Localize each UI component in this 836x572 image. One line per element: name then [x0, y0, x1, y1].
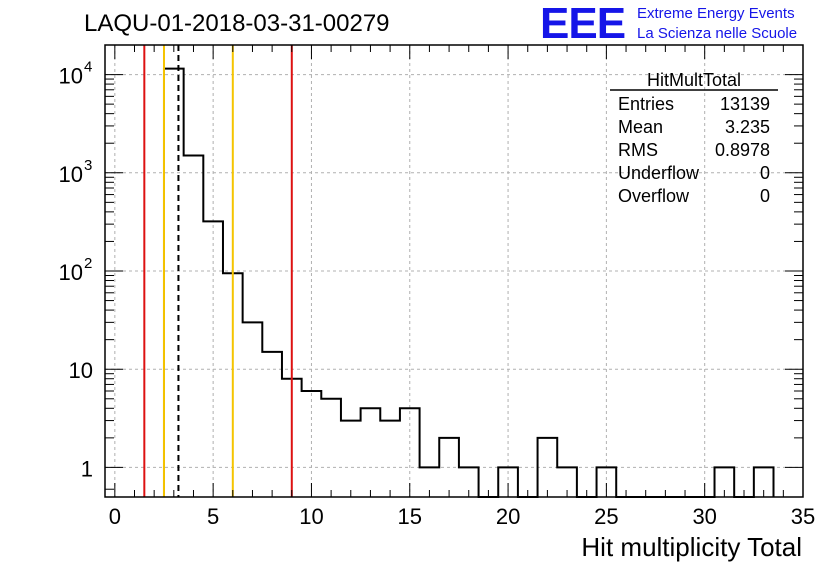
histogram-bin: [184, 155, 204, 497]
eee-logo-mark: EEE: [540, 0, 626, 48]
y-tick-exponent: 3: [84, 157, 92, 174]
eee-logo-line1: Extreme Energy Events: [637, 5, 795, 22]
y-tick-label: 1: [81, 456, 93, 481]
stats-box-value: 0: [760, 186, 770, 206]
x-tick-label: 30: [692, 504, 716, 529]
y-tick-exponent: 4: [84, 59, 92, 76]
histogram-bin: [341, 421, 361, 497]
stats-box-label: RMS: [618, 140, 658, 160]
histogram-bin: [538, 438, 558, 497]
y-tick-label: 10: [59, 260, 83, 285]
histogram-bin: [321, 399, 341, 497]
y-tick-exponent: 2: [84, 255, 92, 272]
stats-box-label: Overflow: [618, 186, 690, 206]
x-tick-label: 10: [299, 504, 323, 529]
x-tick-label: 35: [791, 504, 815, 529]
histogram-bin: [380, 421, 400, 497]
histogram-bin: [243, 322, 263, 497]
stats-box-value: 13139: [720, 94, 770, 114]
y-tick-label: 10: [59, 64, 83, 89]
y-tick-label: 10: [59, 162, 83, 187]
histogram-bin: [262, 352, 282, 497]
x-tick-label: 25: [594, 504, 618, 529]
stats-box-title: HitMultTotal: [647, 70, 741, 90]
stats-box-value: 0: [760, 163, 770, 183]
histogram-bin: [164, 69, 184, 497]
y-tick-label: 10: [69, 358, 93, 383]
x-axis-label: Hit multiplicity Total: [581, 532, 802, 562]
histogram-bin: [361, 408, 381, 497]
x-tick-label: 0: [109, 504, 121, 529]
stats-box-label: Underflow: [618, 163, 700, 183]
stats-box-value: 0.8978: [715, 140, 770, 160]
x-tick-label: 20: [496, 504, 520, 529]
stats-box-label: Mean: [618, 117, 663, 137]
histogram-outline: [162, 67, 775, 498]
x-tick-label: 5: [207, 504, 219, 529]
stats-box-value: 3.235: [725, 117, 770, 137]
stats-box: HitMultTotal Entries 13139 Mean 3.235 RMS 0.89…: [610, 70, 778, 206]
x-tick-label: 15: [398, 504, 422, 529]
stats-box-label: Entries: [618, 94, 674, 114]
chart-title: LAQU-01-2018-03-31-00279: [84, 10, 390, 37]
eee-logo-line2: La Scienza nelle Scuole: [637, 25, 798, 42]
